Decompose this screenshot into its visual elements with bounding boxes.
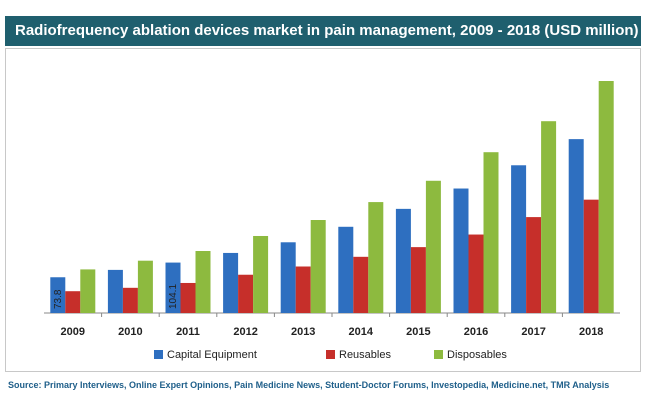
x-tick-label: 2018: [579, 326, 603, 338]
bar-disposables-2016: [483, 152, 499, 313]
data-label: 73.8: [53, 289, 64, 309]
x-tick-label: 2015: [406, 326, 430, 338]
bar-capital-equipment-2010: [107, 269, 123, 313]
bar-reusables-2013: [295, 266, 311, 313]
x-tick-label: 2009: [61, 326, 85, 338]
bar-capital-equipment-2009: [50, 277, 66, 313]
bar-capital-equipment-2018: [568, 139, 584, 313]
bar-reusables-2015: [410, 247, 426, 313]
chart-panel: 73.8 2009 2010 104.1 2011 2012 2013 2014 2015 201…: [5, 48, 641, 372]
bar-reusables-2011: [180, 282, 196, 313]
bar-reusables-2014: [353, 256, 369, 313]
bar-disposables-2009: [80, 269, 96, 313]
x-tick-label: 2010: [118, 326, 142, 338]
bar-disposables-2012: [253, 235, 269, 313]
bar-capital-equipment-2016: [453, 188, 469, 313]
bar-disposables-2011: [195, 251, 211, 313]
bar-disposables-2015: [425, 180, 441, 313]
bar-disposables-2013: [310, 220, 326, 313]
bar-capital-equipment-2017: [511, 165, 527, 313]
legend-swatch-capital-equipment: [154, 350, 163, 359]
chart-title: Radiofrequency ablation devices market i…: [5, 16, 641, 46]
bar-reusables-2016: [468, 234, 484, 313]
bar-disposables-2018: [598, 81, 614, 313]
bar-reusables-2009: [65, 291, 81, 313]
x-tick-label: 2013: [291, 326, 315, 338]
bar-capital-equipment-2013: [280, 242, 296, 313]
source-note: Source: Primary Interviews, Online Exper…: [8, 380, 610, 390]
legend-swatch-disposables: [434, 350, 443, 359]
legend-swatch-reusables: [326, 350, 335, 359]
legend-label: Capital Equipment: [167, 349, 257, 361]
x-tick-label: 2017: [521, 326, 545, 338]
bar-capital-equipment-2012: [223, 252, 239, 313]
bar-reusables-2010: [122, 287, 138, 313]
bar-disposables-2014: [368, 202, 384, 313]
x-tick-label: 2011: [176, 326, 200, 338]
x-tick-label: 2014: [349, 326, 374, 338]
data-label: 104.1: [168, 284, 179, 309]
bar-disposables-2017: [541, 121, 557, 314]
bar-capital-equipment-2015: [395, 208, 411, 313]
bar-reusables-2018: [583, 199, 599, 313]
x-tick-label: 2016: [464, 326, 488, 338]
bar-capital-equipment-2014: [338, 226, 354, 313]
bar-reusables-2012: [238, 274, 254, 313]
legend-label: Disposables: [447, 349, 507, 361]
bar-disposables-2010: [137, 260, 153, 313]
legend-label: Reusables: [339, 349, 391, 361]
bar-capital-equipment-2011: [165, 262, 181, 313]
x-tick-label: 2012: [233, 326, 257, 338]
bar-reusables-2017: [526, 217, 542, 313]
bar-chart: 73.8 2009 2010 104.1 2011 2012 2013 2014 2015 201…: [44, 81, 620, 361]
